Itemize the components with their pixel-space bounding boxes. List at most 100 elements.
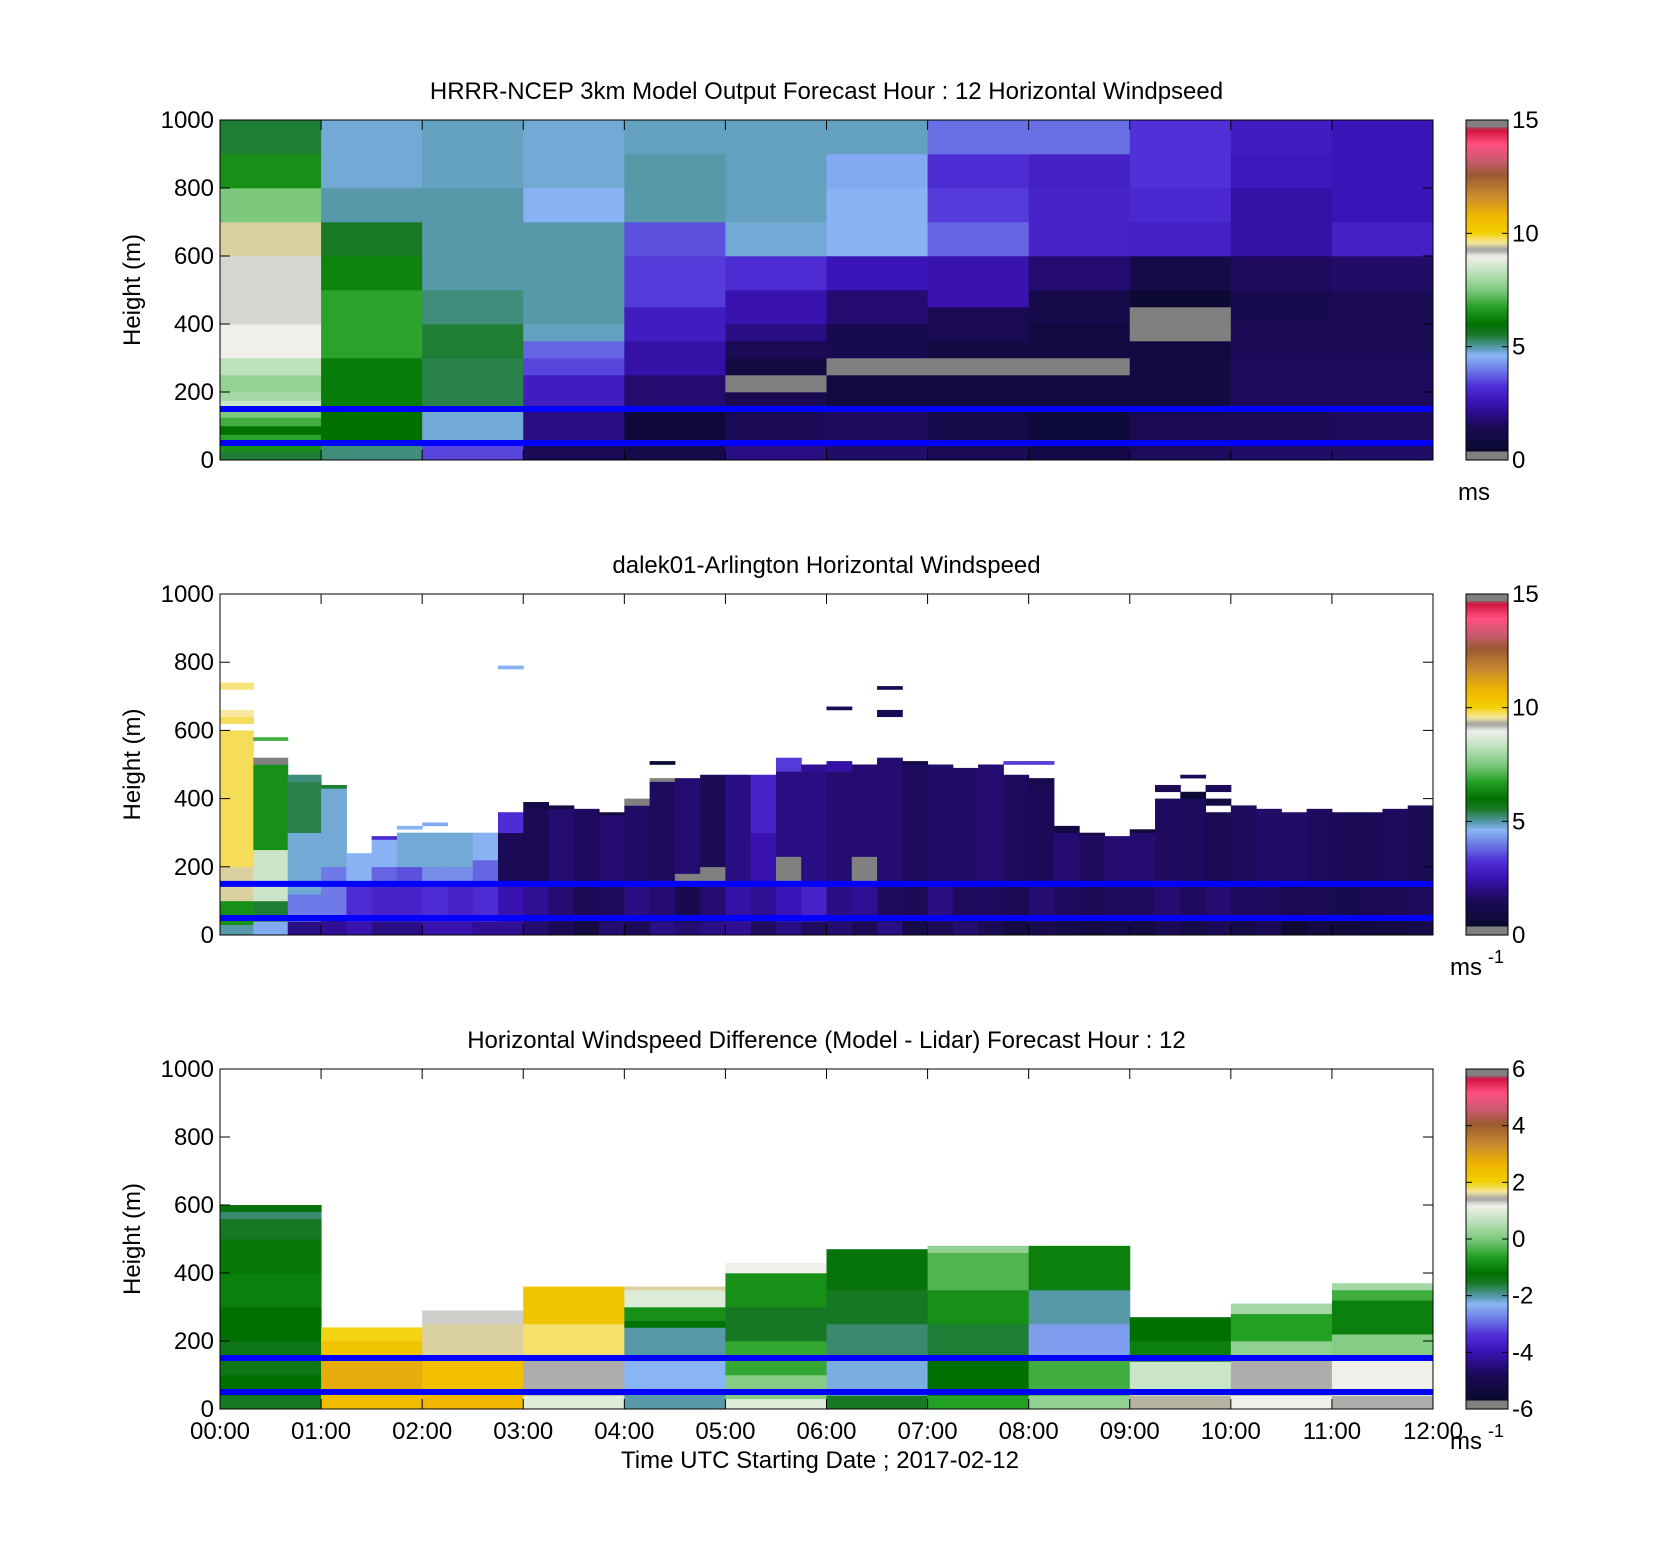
colorbar-segment	[1466, 314, 1508, 318]
colorbar-segment	[1466, 641, 1508, 645]
colorbar-segment	[1466, 1268, 1508, 1272]
heatmap-cell	[700, 866, 726, 885]
heatmap-cell	[523, 443, 625, 461]
colorbar-segment	[1466, 1331, 1508, 1335]
heatmap-cell	[902, 764, 929, 885]
heatmap-cell	[1256, 921, 1282, 936]
heatmap-cell	[1155, 798, 1181, 885]
heatmap-cell	[220, 900, 254, 926]
y-tick-label: 400	[174, 311, 214, 338]
heatmap-cell	[1180, 791, 1207, 799]
colorbar-segment	[1466, 1245, 1508, 1249]
colorbar-segment	[1466, 698, 1508, 702]
colorbar-segment	[1466, 294, 1508, 298]
colorbar-segment	[1466, 1334, 1508, 1338]
heatmap-cell	[725, 409, 827, 444]
heatmap-cell	[220, 324, 322, 359]
heatmap-cell	[826, 761, 853, 772]
colorbar-segment	[1466, 190, 1508, 194]
heatmap-cell	[826, 154, 929, 189]
heatmap-cell	[826, 290, 929, 325]
colorbar-segment	[1466, 630, 1508, 634]
heatmap-cell	[624, 120, 726, 155]
heatmap-cell	[927, 1252, 1030, 1291]
y-tick-label: 0	[201, 922, 214, 949]
heatmap-cell	[287, 921, 322, 936]
heatmap-cell	[927, 358, 1030, 376]
colorbar-segment	[1466, 353, 1508, 357]
colorbar-segment	[1466, 716, 1508, 720]
colorbar-segment	[1466, 1309, 1508, 1313]
colorbar-segment	[1466, 1069, 1508, 1072]
colorbar-segment	[1466, 1363, 1508, 1367]
heatmap-cell	[1230, 154, 1333, 189]
colorbar-segment	[1466, 764, 1508, 768]
heatmap-cell	[1028, 1290, 1131, 1325]
x-tick-label: 02:00	[392, 1418, 452, 1445]
heatmap-cell	[775, 921, 802, 936]
heatmap-cell	[725, 1375, 827, 1400]
heatmap-cell	[220, 256, 322, 325]
colorbar-segment	[1466, 1130, 1508, 1134]
heatmap-cell	[220, 434, 322, 444]
heatmap-cell	[1230, 1303, 1333, 1315]
colorbar-segment	[1466, 684, 1508, 688]
colorbar-segment	[1466, 755, 1508, 759]
heatmap-cell	[1003, 774, 1030, 885]
y-tick-label: 1000	[161, 107, 214, 134]
heatmap-cell	[624, 409, 726, 444]
heatmap-cell	[1028, 1324, 1131, 1359]
heatmap-cell	[1155, 784, 1181, 793]
heatmap-cell	[649, 778, 676, 782]
colorbar-segment	[1466, 233, 1508, 237]
colorbar-segment	[1466, 646, 1508, 650]
colorbar-segment	[1466, 912, 1508, 916]
colorbar-segment	[1466, 807, 1508, 811]
heatmap-cell	[1028, 358, 1131, 376]
heatmap-cell	[826, 256, 929, 291]
heatmap-cell	[1129, 375, 1232, 410]
colorbar-segment	[1466, 746, 1508, 750]
heatmap-cell	[220, 222, 322, 257]
heatmap-cell	[422, 290, 524, 325]
heatmap-cell	[1205, 921, 1232, 936]
colorbar-segment	[1466, 739, 1508, 743]
heatmap-cell	[523, 808, 550, 885]
colorbar-segment	[1466, 1275, 1508, 1279]
heatmap-cell	[253, 764, 289, 851]
colorbar-segment	[1466, 335, 1508, 339]
colorbar-segment	[1466, 416, 1508, 420]
colorbar-segment	[1466, 181, 1508, 185]
heatmap-cell	[1331, 1300, 1434, 1335]
heatmap-cell	[725, 222, 827, 257]
heatmap-cell	[1028, 784, 1055, 885]
x-tick-label: 09:00	[1100, 1418, 1160, 1445]
heatmap-cell	[826, 771, 853, 885]
colorbar-segment	[1466, 147, 1508, 151]
heatmap-cell	[321, 788, 347, 868]
colorbar-segment	[1466, 846, 1508, 850]
heatmap-cell	[422, 1392, 524, 1410]
colorbar-segment	[1466, 834, 1508, 838]
heatmap-cell	[548, 921, 575, 936]
colorbar-segment	[1466, 607, 1508, 611]
heatmap-cell	[422, 832, 448, 868]
heatmap-cell	[725, 120, 827, 223]
colorbar-segment	[1466, 228, 1508, 232]
heatmap-cell	[447, 866, 474, 885]
heatmap-cell	[321, 1341, 423, 1359]
heatmap-cell	[287, 781, 322, 833]
colorbar-segment	[1466, 757, 1508, 761]
heatmap-cell	[253, 849, 289, 902]
colorbar-segment	[1466, 299, 1508, 302]
y-tick-label: 800	[174, 649, 214, 676]
heatmap-cell	[649, 921, 676, 936]
colorbar-segment	[1466, 172, 1508, 175]
colorbar-segment	[1466, 251, 1508, 255]
colorbar-segment	[1466, 1370, 1508, 1374]
heatmap-cell	[1129, 409, 1232, 444]
heatmap-cell	[775, 856, 802, 885]
colorbar-segment	[1466, 814, 1508, 818]
heatmap-cell	[1028, 443, 1131, 461]
colorbar-segment	[1466, 691, 1508, 695]
